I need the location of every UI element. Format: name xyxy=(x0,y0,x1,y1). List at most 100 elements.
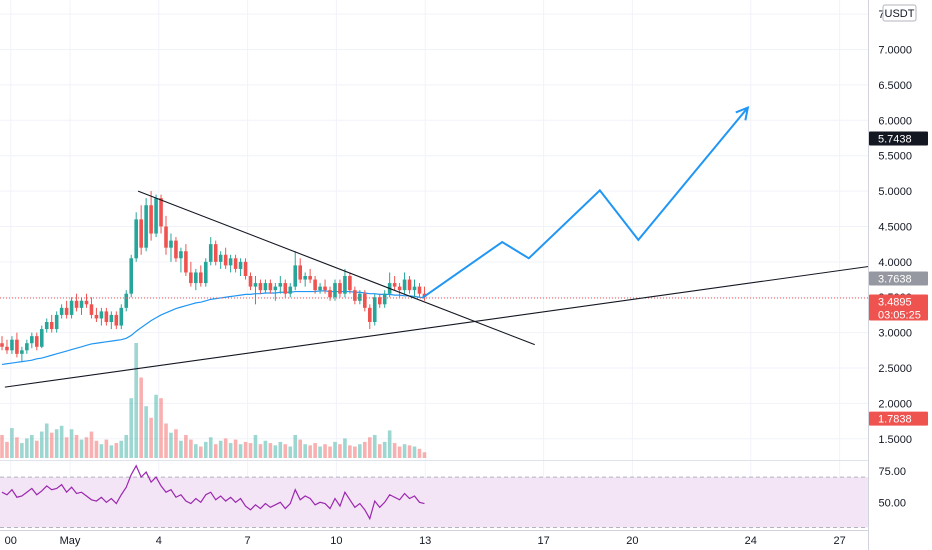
projection-path[interactable] xyxy=(421,105,750,299)
volume-bar xyxy=(392,443,397,458)
badge-level-low-bg xyxy=(869,411,928,426)
price-tick-label: 4.5000 xyxy=(878,221,912,233)
candle-body xyxy=(20,350,24,354)
candle-body xyxy=(308,276,312,280)
volume-bar xyxy=(273,445,278,458)
candle-body xyxy=(109,314,114,322)
trendlines[interactable] xyxy=(4,190,932,388)
time-axis[interactable]: 00 May 4 7 10 13 17 20 24 27 xyxy=(0,530,868,548)
volume-bar xyxy=(74,435,79,458)
time-tick-label: 20 xyxy=(626,535,638,547)
candle-body xyxy=(338,283,342,294)
candle-body xyxy=(382,293,387,305)
volume-bar xyxy=(59,425,64,458)
candle-body xyxy=(154,198,158,234)
candle-body xyxy=(64,307,69,315)
volume-bar xyxy=(323,444,327,458)
candle-body xyxy=(10,339,14,351)
candle-body xyxy=(203,261,208,284)
candle-body xyxy=(69,300,74,315)
price-tick-label: 2.0000 xyxy=(878,398,912,410)
volume-bar xyxy=(387,430,392,458)
candle-body xyxy=(417,286,422,294)
volume-bar xyxy=(407,445,412,458)
ascending-trendline[interactable] xyxy=(4,252,932,388)
volume-bar xyxy=(293,435,298,458)
candle-body xyxy=(248,276,253,287)
volume-bar xyxy=(129,398,134,458)
volume-bar xyxy=(238,444,243,458)
candle-body xyxy=(0,343,4,347)
projection-line[interactable] xyxy=(421,106,749,299)
time-tick-label: 7 xyxy=(245,535,251,547)
currency-label: USDT xyxy=(885,8,915,20)
volume-bar xyxy=(174,429,178,458)
ma-line xyxy=(1,290,425,366)
volume-bar xyxy=(402,444,407,458)
volume-bar xyxy=(64,437,69,458)
volume-bar xyxy=(39,431,44,458)
candle-body xyxy=(358,293,362,301)
descending-trendline[interactable] xyxy=(137,190,535,346)
volume-bar xyxy=(328,446,332,458)
candle-body xyxy=(208,244,213,262)
volume-bar xyxy=(358,444,362,458)
rsi-band xyxy=(0,477,868,528)
volume-bar xyxy=(154,394,158,458)
rsi-tick-label: 50.00 xyxy=(878,497,906,509)
price-tick-label: 5.5000 xyxy=(878,151,912,163)
volume-bar xyxy=(422,452,427,458)
volume-bar xyxy=(372,435,377,458)
candle-body xyxy=(273,286,278,291)
candle-body xyxy=(49,322,54,330)
candle-body xyxy=(129,258,134,294)
candle-body xyxy=(223,254,228,266)
volume-bar xyxy=(303,444,307,458)
candle-body xyxy=(233,258,238,269)
candle-body xyxy=(174,240,178,259)
candle-body xyxy=(84,300,89,305)
volume-bar xyxy=(159,398,163,458)
volume-bar xyxy=(223,438,228,458)
candle-body xyxy=(44,322,49,330)
candle-body xyxy=(39,329,44,347)
candle-body xyxy=(253,283,258,287)
volume-bar xyxy=(288,446,293,458)
volume-bar xyxy=(343,438,347,458)
candle-body xyxy=(218,254,223,262)
time-tick-label: 13 xyxy=(419,535,431,547)
candle-body xyxy=(144,205,148,248)
candle-body xyxy=(79,300,84,308)
price-tick-label: 6.0000 xyxy=(878,115,912,127)
volume-bar xyxy=(397,446,402,458)
volume-bar xyxy=(363,441,367,458)
badge-last-price-bg xyxy=(869,294,928,321)
volume-bar xyxy=(417,448,422,458)
volume-bar xyxy=(69,429,74,458)
candle-body xyxy=(119,307,124,326)
volume-bar xyxy=(199,446,203,458)
volume-bar xyxy=(233,439,238,458)
price-tick-label: 1.5000 xyxy=(878,434,912,446)
candle-body xyxy=(392,283,397,287)
volume-bar xyxy=(348,445,352,458)
volume-bar xyxy=(20,443,24,458)
candle-body xyxy=(134,219,138,259)
candle-body xyxy=(298,265,302,280)
candle-body xyxy=(318,286,322,291)
volume-bar xyxy=(278,441,283,458)
currency-box[interactable] xyxy=(882,4,917,22)
volume-bar xyxy=(213,444,218,458)
candle-body xyxy=(372,297,377,322)
volume-bar xyxy=(283,444,288,458)
candle-body xyxy=(367,307,372,322)
grid xyxy=(0,0,868,530)
volume-bar xyxy=(184,435,188,458)
volume-bar xyxy=(134,343,138,458)
candle-body xyxy=(397,286,402,291)
candle-body xyxy=(363,293,367,308)
candle-body xyxy=(377,297,382,305)
volume-bar xyxy=(5,441,9,458)
